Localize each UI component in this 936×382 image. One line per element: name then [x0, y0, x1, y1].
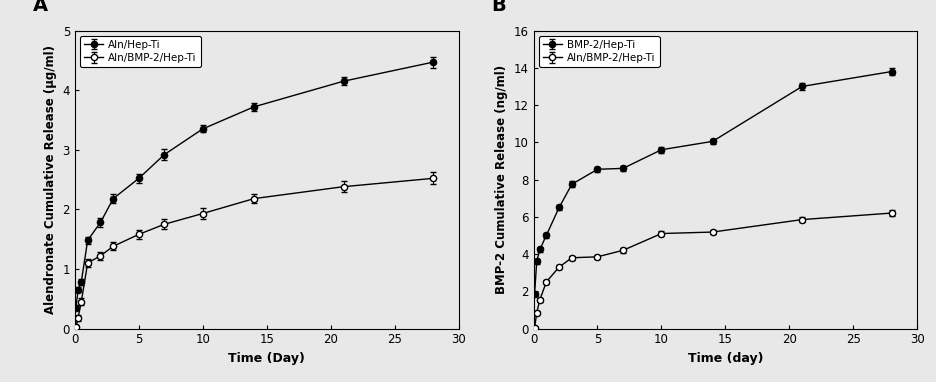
- Text: B: B: [491, 0, 506, 15]
- Legend: Aln/Hep-Ti, Aln/BMP-2/Hep-Ti: Aln/Hep-Ti, Aln/BMP-2/Hep-Ti: [80, 36, 201, 67]
- X-axis label: Time (Day): Time (Day): [228, 352, 305, 365]
- Legend: BMP-2/Hep-Ti, Aln/BMP-2/Hep-Ti: BMP-2/Hep-Ti, Aln/BMP-2/Hep-Ti: [539, 36, 660, 67]
- Y-axis label: BMP-2 Cumulative Release (ng/ml): BMP-2 Cumulative Release (ng/ml): [495, 65, 508, 294]
- X-axis label: Time (day): Time (day): [688, 352, 763, 365]
- Y-axis label: Alendronate Cumulative Release (μg/ml): Alendronate Cumulative Release (μg/ml): [44, 45, 57, 314]
- Text: A: A: [33, 0, 48, 15]
